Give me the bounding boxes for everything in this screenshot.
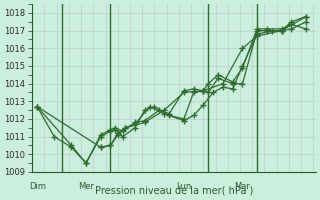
X-axis label: Pression niveau de la mer( hPa ): Pression niveau de la mer( hPa ) (95, 186, 253, 196)
Text: Dim: Dim (28, 182, 46, 191)
Text: Mar: Mar (235, 182, 251, 191)
Text: Lun: Lun (176, 182, 191, 191)
Text: Mer: Mer (78, 182, 94, 191)
